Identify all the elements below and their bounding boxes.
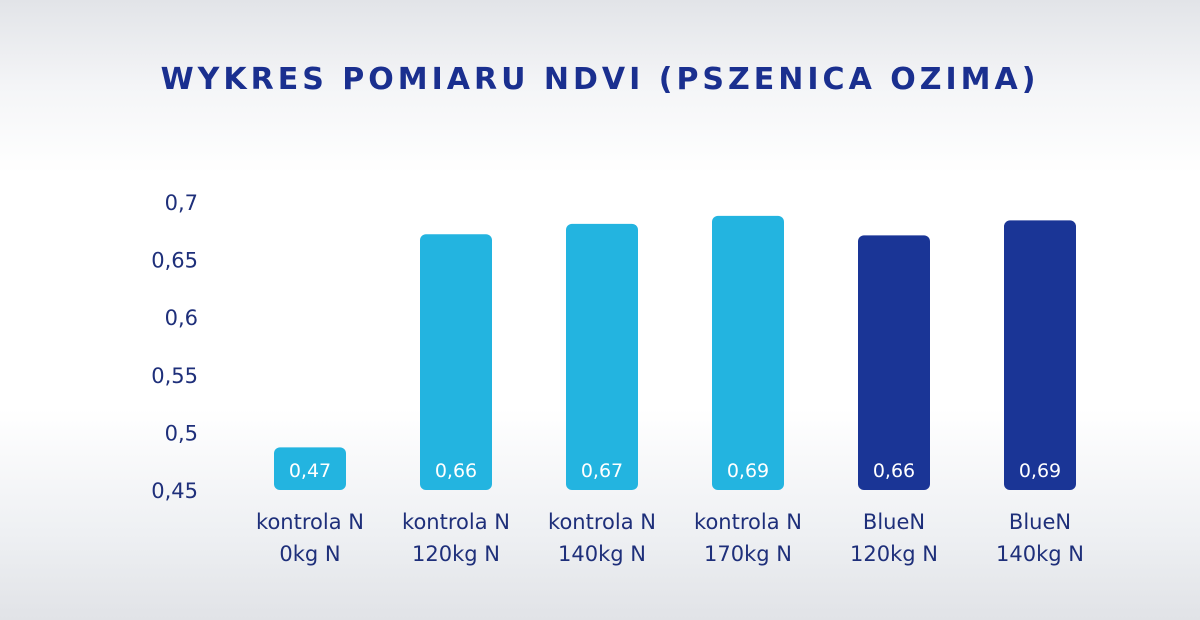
x-category-label: 140kg N (996, 542, 1084, 566)
chart-title: WYKRES POMIARU NDVI (PSZENICA OZIMA) (160, 62, 1040, 97)
x-category-label: 120kg N (850, 542, 938, 566)
bar-data-label: 0,66 (435, 460, 477, 482)
y-tick-label: 0,6 (165, 306, 198, 330)
x-category-label: kontrola N (402, 510, 510, 534)
x-category-label: 0kg N (279, 542, 340, 566)
bar-data-label: 0,66 (873, 460, 915, 482)
bar (566, 223, 638, 490)
bar (274, 447, 346, 490)
bar (420, 234, 492, 490)
bar-data-label: 0,69 (727, 460, 769, 482)
y-axis: 0,7 0,65 0,6 0,55 0,5 0,45 (151, 191, 198, 503)
x-category-label: kontrola N (256, 510, 364, 534)
bar-data-label: 0,47 (289, 460, 331, 482)
x-axis: kontrola N 0kg N kontrola N 120kg N kontrola… (256, 510, 1084, 566)
x-category-label: 120kg N (412, 542, 500, 566)
x-category-label: kontrola N (694, 510, 802, 534)
y-tick-label: 0,55 (151, 364, 198, 388)
y-tick-label: 0,5 (165, 421, 198, 445)
bar (858, 235, 930, 490)
x-category-label: BlueN (863, 510, 925, 534)
x-category-label: kontrola N (548, 510, 656, 534)
bar-data-label: 0,69 (1019, 460, 1061, 482)
x-category-label: BlueN (1009, 510, 1071, 534)
x-category-label: 170kg N (704, 542, 792, 566)
bar (712, 215, 784, 490)
bars: 0,47 0,66 0,67 0,69 0,66 0,69 (274, 215, 1076, 490)
bar (1004, 220, 1076, 490)
y-tick-label: 0,65 (151, 249, 198, 273)
y-tick-label: 0,7 (165, 191, 198, 215)
x-category-label: 140kg N (558, 542, 646, 566)
y-tick-label: 0,45 (151, 479, 198, 503)
bar-data-label: 0,67 (581, 460, 623, 482)
